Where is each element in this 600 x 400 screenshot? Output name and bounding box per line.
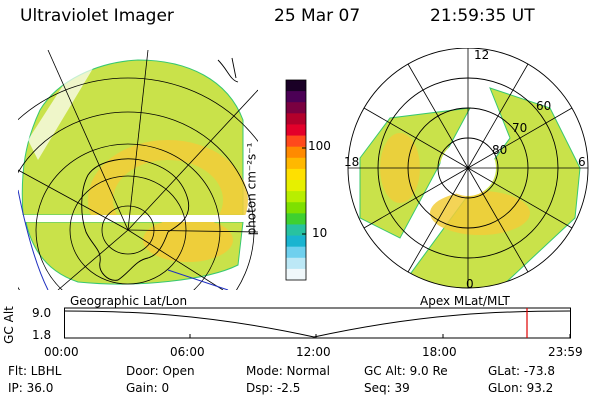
altitude-track-plot [64,307,571,339]
colorbar-swatch [286,80,306,92]
geographic-image-panel [18,50,258,290]
colorbar-swatch [286,246,306,259]
time-tick-1800: 18:00 [422,345,457,359]
altitude-tick-1.8: 1.8 [32,328,52,342]
colorbar-swatch [286,191,306,203]
colorbar-swatch [286,146,306,159]
colorbar-swatch [286,224,306,237]
status-gc-alt: GC Alt: 9.0 Re [364,364,448,378]
colorbar-swatch [286,257,306,270]
colorbar-swatch [286,124,306,137]
status-dsp: Dsp: -2.5 [246,381,301,395]
colorbar-swatch [286,180,306,192]
observation-date: 25 Mar 07 [274,6,361,26]
instrument-title: Ultraviolet Imager [20,6,174,26]
altitude-tick-9: 9.0 [32,306,52,320]
colorbar-unit-label: photon cm⁻²s⁻¹ [244,142,259,236]
right-panel-caption: Apex MLat/MLT [420,294,510,308]
altitude-curve [64,310,571,338]
mlt-label-12: 12 [474,48,489,62]
longitude-grid [18,50,258,290]
colorbar-swatch [286,135,306,148]
status-ip: IP: 36.0 [8,381,54,395]
colorbar-tick-label-10: 10 [312,226,328,240]
status-door: Door: Open [126,364,195,378]
colorbar-swatch [286,113,306,125]
mlt-label-18: 18 [344,155,359,169]
latitude-grid [18,77,258,290]
status-glat: GLat: -73.8 [488,364,555,378]
colorbar-swatch [286,102,306,114]
colorbar-swatch [286,157,306,170]
mlt-label-6: 6 [578,155,586,169]
mlat-label-80: 80 [492,143,507,157]
time-tick-1200: 12:00 [296,345,331,359]
colorbar-swatch [286,213,306,225]
status-glon: GLon: 93.2 [488,381,554,395]
colorbar-swatches [286,80,306,281]
coastline [81,158,190,281]
colorbar-swatch [286,91,306,103]
status-mode: Mode: Normal [246,364,330,378]
colorbar-tick-label-100: 100 [308,139,331,153]
time-tick-0600: 06:00 [170,345,205,359]
colorbar-swatch [286,202,306,214]
status-gain: Gain: 0 [126,381,170,395]
mlat-label-70: 70 [512,121,527,135]
status-filter: Flt: LBHL [8,364,62,378]
colorbar-swatch [286,235,306,248]
time-tick-2359: 23:59 [548,345,583,359]
mlt-lines [348,48,588,288]
colorbar [285,79,307,281]
colorbar-swatch [286,168,306,181]
time-tick-0000: 00:00 [44,345,79,359]
mlt-label-0: 0 [466,277,474,291]
left-panel-caption: Geographic Lat/Lon [70,294,188,308]
mlat-label-60: 60 [536,99,551,113]
status-seq: Seq: 39 [364,381,410,395]
observation-time: 21:59:35 UT [430,6,535,26]
altitude-axis-label: GC Alt [1,306,16,344]
colorbar-swatch [286,268,306,281]
polar-mlat-mlt-panel: 12 18 6 0 60 70 80 [344,48,589,291]
